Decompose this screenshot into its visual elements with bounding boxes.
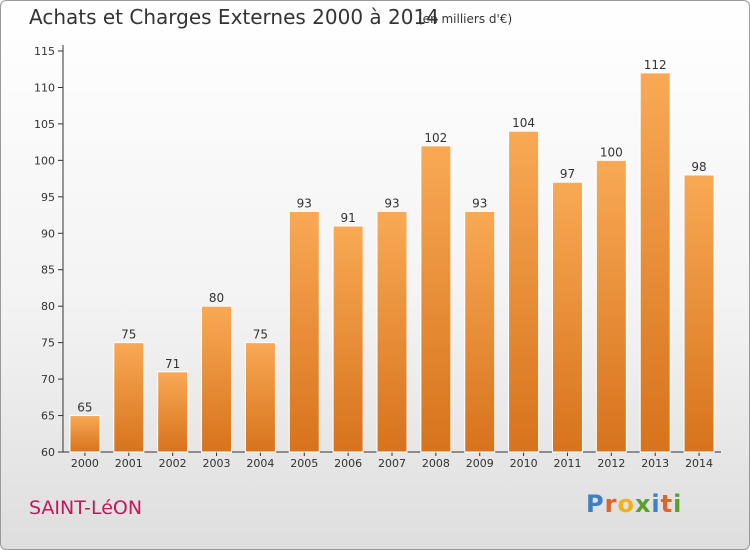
- x-tick-label-2008: 2008: [422, 457, 450, 470]
- x-tick-label-2013: 2013: [641, 457, 669, 470]
- y-tick-label: 75: [41, 337, 55, 350]
- bar-2006: [332, 225, 364, 453]
- bar-2014: [683, 174, 715, 453]
- x-tick-label-2012: 2012: [597, 457, 625, 470]
- brand-letter: r: [604, 490, 618, 518]
- y-tick-label: 65: [41, 410, 55, 423]
- y-tick-label: 85: [41, 264, 55, 277]
- bar-2003: [201, 305, 233, 453]
- value-label-2012: 100: [600, 145, 623, 159]
- bar-2007: [376, 210, 408, 453]
- bar-2013: [639, 72, 671, 453]
- y-tick-label: 60: [41, 446, 55, 459]
- value-label-2007: 93: [384, 196, 399, 210]
- y-tick-label: 100: [34, 154, 55, 167]
- y-tick-label: 90: [41, 227, 55, 240]
- value-label-2003: 80: [209, 291, 224, 305]
- value-label-2014: 98: [691, 160, 706, 174]
- bar-2005: [288, 210, 320, 453]
- x-tick-label-2014: 2014: [685, 457, 713, 470]
- value-label-2010: 104: [512, 116, 535, 130]
- brand-letter: o: [617, 490, 635, 518]
- value-label-2005: 93: [297, 196, 312, 210]
- bar-2001: [113, 342, 145, 453]
- bar-2000: [69, 415, 101, 453]
- bar-2010: [508, 130, 540, 453]
- x-tick-label-2009: 2009: [466, 457, 494, 470]
- x-tick-label-2011: 2011: [553, 457, 581, 470]
- x-tick-label-2003: 2003: [203, 457, 231, 470]
- value-label-2002: 71: [165, 357, 180, 371]
- value-label-2006: 91: [340, 211, 355, 225]
- y-tick-label: 70: [41, 373, 55, 386]
- y-tick-label: 105: [34, 118, 55, 131]
- bar-2011: [551, 181, 583, 453]
- value-label-2013: 112: [644, 58, 667, 72]
- bar-2008: [420, 145, 452, 453]
- bars: [69, 72, 715, 453]
- data-labels: 65 75 71 80 75 93 91 93 102 93 104 97 100 112 98: [77, 58, 706, 415]
- brand-logo: Proxiti: [586, 490, 682, 518]
- brand-letter: P: [586, 490, 605, 518]
- brand-letter: x: [634, 490, 652, 518]
- x-tick-label-2006: 2006: [334, 457, 362, 470]
- y-tick-label: 115: [34, 45, 55, 58]
- brand-letter: t: [660, 490, 674, 518]
- value-label-2011: 97: [560, 167, 575, 181]
- chart-title: Achats et Charges Externes 2000 à 2014: [29, 5, 439, 29]
- x-tick-label-2001: 2001: [115, 457, 143, 470]
- x-tick-label-2007: 2007: [378, 457, 406, 470]
- x-tick-label-2004: 2004: [246, 457, 274, 470]
- bar-2009: [464, 210, 496, 453]
- value-label-2008: 102: [424, 131, 447, 145]
- y-tick-label: 110: [34, 81, 55, 94]
- x-tick-label-2002: 2002: [159, 457, 187, 470]
- value-label-2009: 93: [472, 196, 487, 210]
- value-label-2001: 75: [121, 328, 136, 342]
- x-tick-label-2005: 2005: [290, 457, 318, 470]
- unit-note: (en milliers d'€): [418, 12, 513, 26]
- x-tick-label-2000: 2000: [71, 457, 99, 470]
- y-tick-label: 80: [41, 300, 55, 313]
- value-label-2004: 75: [253, 328, 268, 342]
- y-tick-label: 95: [41, 191, 55, 204]
- brand-letter: i: [673, 490, 683, 518]
- axes: 60 65 70 75 80 85 90 95 100 105 110 115 2000 2001 2002…: [34, 45, 721, 470]
- bar-2004: [244, 342, 276, 453]
- brand-letter: i: [651, 490, 661, 518]
- bar-2002: [157, 371, 189, 453]
- x-tick-label-2010: 2010: [510, 457, 538, 470]
- value-label-2000: 65: [77, 401, 92, 415]
- bar-2012: [595, 159, 627, 453]
- commune-name: SAINT-LéON: [29, 497, 143, 519]
